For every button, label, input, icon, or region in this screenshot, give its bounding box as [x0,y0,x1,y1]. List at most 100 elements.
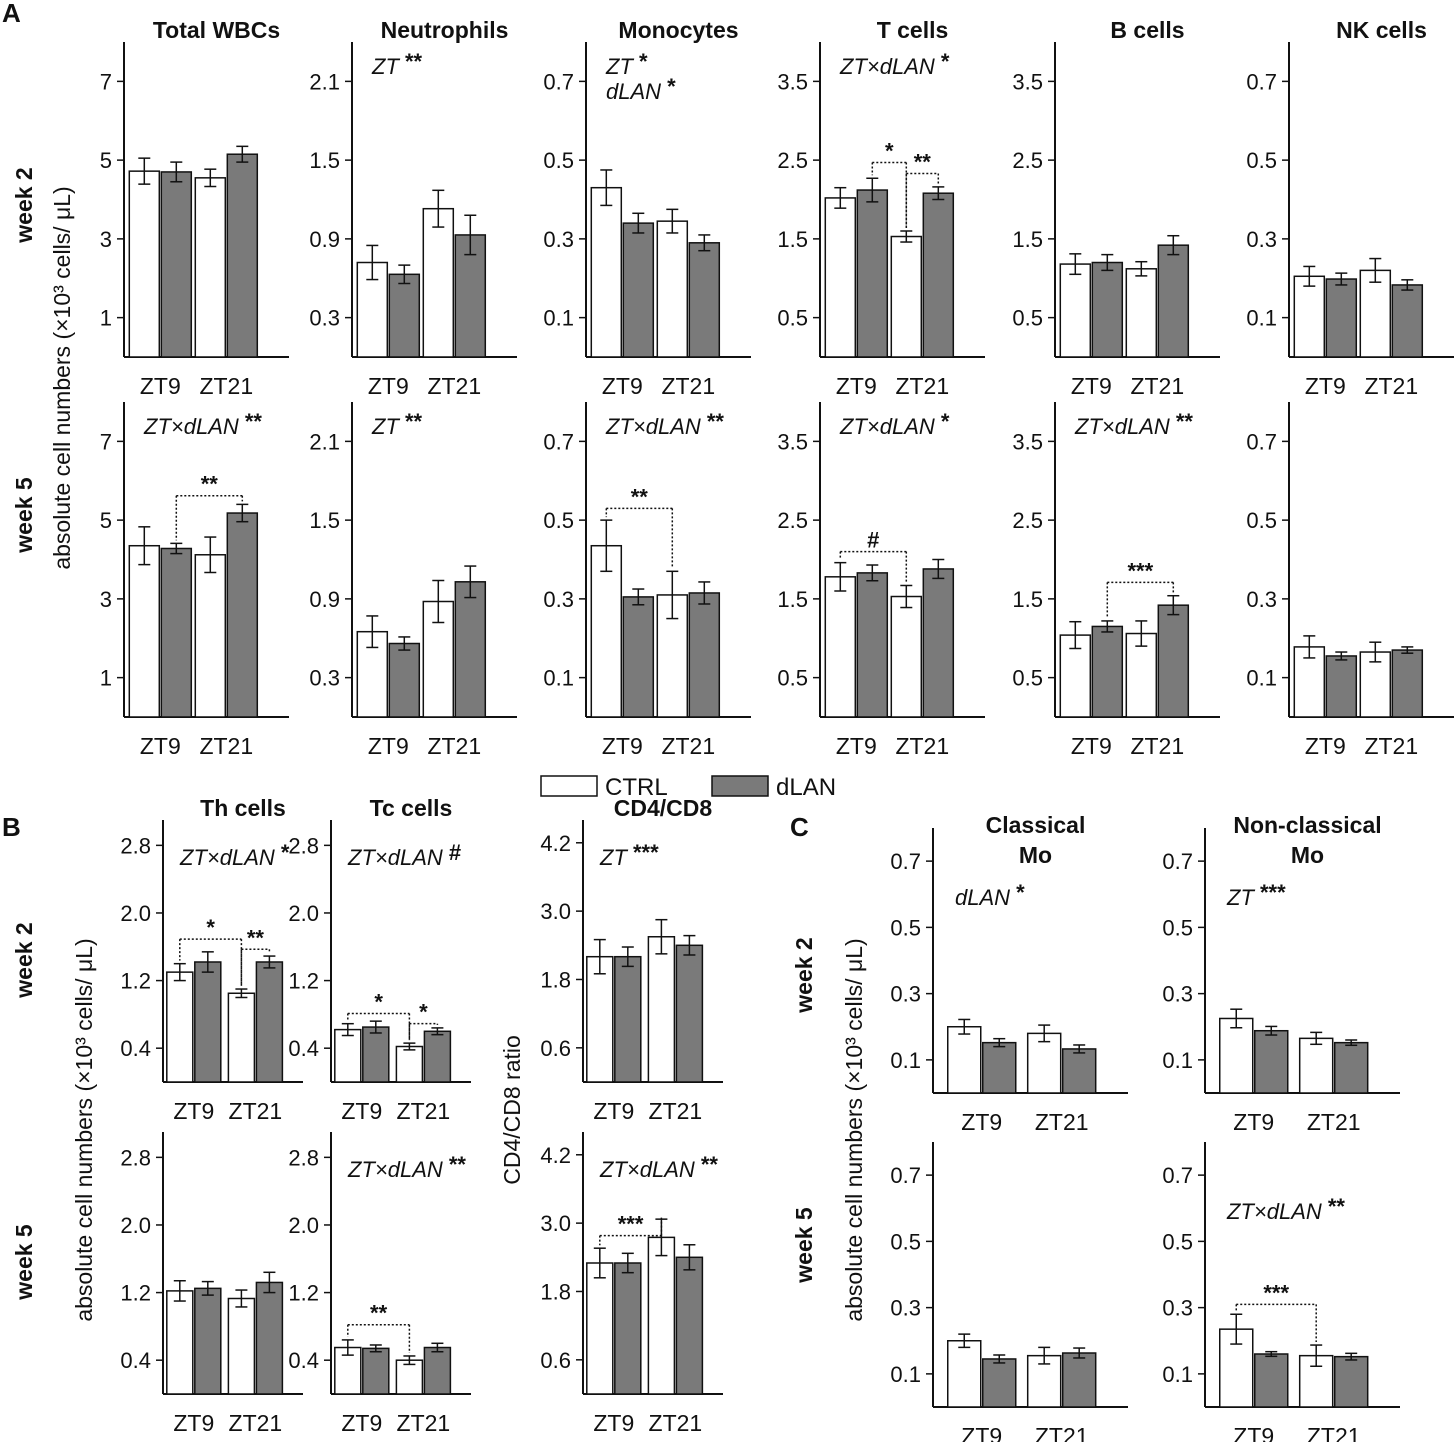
panel-label-c: C [790,812,809,842]
stat-annotation: ZT×dLAN ** [605,409,724,439]
legend-swatch-dlan [711,775,769,797]
bar-dlan [255,961,284,1083]
y-tick-label: 0.1 [890,1048,921,1073]
stat-significance: *** [1260,880,1286,905]
y-tick-label: 2.0 [120,1213,151,1238]
y-tick-label: 0.5 [890,1229,921,1254]
y-tick-label: 3 [100,227,112,252]
y-tick-label: 0.5 [543,508,574,533]
chart-A_t_w5: 0.5 1.5 2.5 3.5 ZT9 ZT21 ZT×dLAN * # [777,402,985,759]
y-tick-label: 0.4 [288,1348,319,1373]
stat-term: ZT×dLAN [1074,414,1176,439]
y-tick-label: 0.3 [890,982,921,1007]
y-tick-label: 1.2 [120,1281,151,1306]
y-tick-label: 3.5 [1012,429,1043,454]
y-tick-label: 0.3 [309,306,340,331]
stat-significance: ** [405,409,423,434]
y-tick-label: 0.5 [890,915,921,940]
bar-dlan [1333,1355,1369,1408]
bar-dlan [454,581,487,718]
y-tick-label: 0.5 [1012,306,1043,331]
bar-ctrl [1125,268,1158,358]
stat-term: ZT×dLAN [1226,1199,1328,1224]
x-category-label: ZT21 [1307,1423,1361,1442]
y-tick-label: 0.3 [1246,227,1277,252]
y-tick-label: 1.5 [1012,587,1043,612]
stat-significance: # [449,840,461,865]
bar-ctrl [422,600,455,718]
stat-term: ZT [599,845,633,870]
bar-dlan [1254,1029,1289,1094]
significance-label: * [885,138,894,163]
stat-term: ZT×dLAN [839,54,941,79]
x-category-label: ZT9 [1233,1109,1274,1135]
row-label-c-week5: week 5 [791,1207,817,1284]
bar-dlan [982,1041,1017,1094]
y-tick-label: 0.7 [890,1163,921,1188]
y-tick-label: 0.3 [1162,1296,1193,1321]
stat-significance: * [667,74,676,99]
bar-dlan [160,547,193,718]
chart-title: Th cells [200,795,286,821]
chart-C_cla_w5: 0.1 0.3 0.5 0.7 ZT9 ZT21 [890,1142,1128,1442]
x-category-label: ZT21 [1364,373,1418,399]
panel-label-a: A [2,0,21,28]
x-category-label: ZT21 [397,1098,451,1124]
bar-dlan [160,171,193,358]
x-category-label: ZT21 [895,373,949,399]
bar-dlan [614,1262,642,1395]
y-tick-label: 3.5 [1012,69,1043,94]
bar-ctrl [1293,275,1326,358]
y-tick-label: 0.7 [1246,69,1277,94]
chart-B_cd48_w2: CD4/CD8 0.6 1.8 3.0 4.2 ZT9 ZT21 ZT *** [540,795,723,1124]
x-category-label: ZT9 [836,373,877,399]
y-tick-label: 2.8 [120,833,151,858]
y-tick-label: 1.8 [540,967,571,992]
x-category-label: ZT9 [961,1109,1002,1135]
x-category-label: ZT9 [341,1410,382,1436]
chart-B_th_w5: 0.4 1.2 2.0 2.8 ZT9 ZT21 [120,1132,303,1436]
stat-term: ZT [605,54,639,79]
y-tick-label: 1.2 [288,969,319,994]
bar-dlan [194,1287,222,1395]
bar-ctrl [1298,1037,1334,1094]
stat-term: ZT×dLAN [599,1157,701,1182]
bar-dlan [1061,1352,1097,1408]
x-category-label: ZT21 [1307,1109,1361,1135]
y-tick-label: 1.5 [1012,227,1043,252]
y-tick-label: 2.5 [777,508,808,533]
y-tick-label: 0.5 [543,148,574,173]
stat-annotation: ZT×dLAN * [839,49,950,79]
significance-label: * [206,915,215,940]
x-category-label: ZT21 [649,1098,703,1124]
x-category-label: ZT9 [961,1423,1002,1442]
x-category-label: ZT9 [593,1098,634,1124]
bar-dlan [388,642,421,718]
y-tick-label: 0.3 [1162,982,1193,1007]
y-tick-label: 1.5 [309,508,340,533]
bar-ctrl [1059,634,1092,718]
significance-label: *** [618,1212,644,1237]
stat-annotation: ZT×dLAN ** [1226,1194,1345,1224]
bar-ctrl [647,936,676,1083]
bar-ctrl [890,595,923,718]
chart-A_neu_w5: 0.3 0.9 1.5 2.1 ZT9 ZT21 ZT ** [309,402,517,759]
chart-B_tc_w2: Tc cells 0.4 1.2 2.0 2.8 ZT9 ZT21 ZT×dLAN # * * [288,795,471,1124]
bar-dlan [856,572,889,718]
x-category-label: ZT9 [368,373,409,399]
stat-significance: * [1016,880,1025,905]
stat-annotation: ZT×dLAN ** [347,1152,466,1182]
stat-significance: * [941,409,950,434]
x-category-label: ZT21 [229,1098,283,1124]
stat-term: ZT×dLAN [605,414,707,439]
x-category-label: ZT21 [397,1410,451,1436]
x-category-label: ZT9 [341,1098,382,1124]
stat-annotation: ZT×dLAN * [839,409,950,439]
x-category-label: ZT21 [427,373,481,399]
x-category-label: ZT9 [836,733,877,759]
y-tick-label: 1.5 [309,148,340,173]
bar-ctrl [128,170,161,358]
